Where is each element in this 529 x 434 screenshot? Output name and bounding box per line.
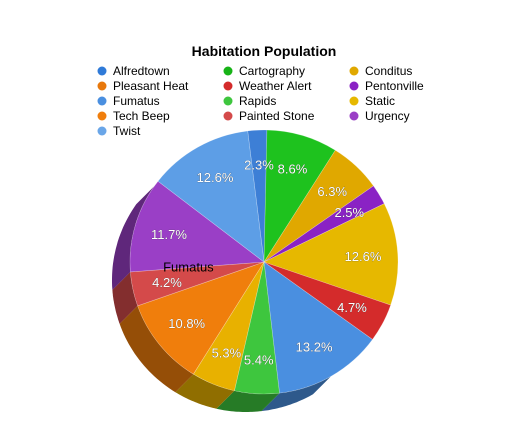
legend-item-rapids: Rapids xyxy=(223,94,276,108)
slice-label-painted-stone: 5.3% xyxy=(212,345,242,360)
legend-swatch xyxy=(223,81,233,91)
legend-label: Tech Beep xyxy=(113,109,170,123)
legend-swatch xyxy=(223,66,233,76)
legend-swatch xyxy=(223,111,233,121)
slice-label-conditus: 6.3% xyxy=(317,184,347,199)
legend-label: Pentonville xyxy=(365,79,424,93)
legend-label: Conditus xyxy=(365,64,412,78)
slice-rapids xyxy=(130,261,265,307)
legend-swatch xyxy=(97,66,107,76)
slice-label-alfredtown: 2.3% xyxy=(244,157,274,172)
legend-swatch xyxy=(97,81,107,91)
legend-label: Static xyxy=(365,94,395,108)
slice-label-pleasant-heat: 12.6% xyxy=(197,170,234,185)
legend-item-pentonville: Pentonville xyxy=(349,79,424,93)
legend-swatch xyxy=(223,96,233,106)
legend-item-tech-beep: Tech Beep xyxy=(97,109,170,123)
legend-swatch xyxy=(349,111,359,121)
legend-swatch xyxy=(349,81,359,91)
legend-swatch xyxy=(97,126,107,136)
legend-label: Cartography xyxy=(239,64,305,78)
slice-side-urgency xyxy=(261,376,331,412)
slice-side-fumatus xyxy=(112,186,155,290)
slice-label-tech-beep: 10.8% xyxy=(168,316,205,331)
legend-label: Rapids xyxy=(239,94,276,108)
slice-painted-stone xyxy=(192,261,265,392)
slice-side-rapids xyxy=(112,271,138,324)
slice-label-weather-alert: 4.7% xyxy=(337,300,367,315)
slice-static xyxy=(263,203,399,306)
legend-label: Fumatus xyxy=(113,94,160,108)
legend-item-weather-alert: Weather Alert xyxy=(223,79,312,93)
slice-label-static: 12.6% xyxy=(345,249,382,264)
legend-item-static: Static xyxy=(349,94,395,108)
slice-label-urgency: 13.2% xyxy=(296,339,333,354)
legend-label: Weather Alert xyxy=(239,79,312,93)
chart-title: Habitation Population xyxy=(192,43,337,59)
slice-pleasant-heat xyxy=(157,130,265,263)
slice-label-pentonville: 2.5% xyxy=(334,205,364,220)
pie: 2.3% 8.6% 6.3% 2.5% 12.6% 4.7% 13.2% 5.4%5.3% 10… xyxy=(112,129,399,412)
legend-item-twist: Twist xyxy=(97,124,141,138)
slice-annotation: Fumatus xyxy=(163,260,214,275)
legend-swatch xyxy=(349,66,359,76)
slice-fumatus xyxy=(129,180,265,273)
slice-label-twist: 5.4% xyxy=(244,353,274,368)
slice-label-cartography: 8.6% xyxy=(278,161,308,176)
legend-item-painted-stone: Painted Stone xyxy=(223,109,315,123)
legend-swatch xyxy=(97,111,107,121)
slice-side-twist xyxy=(216,390,280,412)
slice-label-fumatus: 11.7% xyxy=(151,227,187,242)
legend-label: Urgency xyxy=(365,109,410,123)
legend-item-fumatus: Fumatus xyxy=(97,94,160,108)
legend-swatch xyxy=(97,96,107,106)
slice-tech-beep xyxy=(137,261,265,375)
slice-pentonville xyxy=(263,185,385,263)
slice-weather-alert xyxy=(263,261,392,340)
legend-item-alfredtown: Alfredtown xyxy=(97,64,170,78)
slice-side-painted-stone xyxy=(175,374,235,409)
slice-alfredtown xyxy=(247,129,268,263)
legend-item-cartography: Cartography xyxy=(223,64,305,78)
legend-item-urgency: Urgency xyxy=(349,109,410,123)
slice-cartography xyxy=(263,129,336,264)
legend-item-pleasant-heat: Pleasant Heat xyxy=(97,79,189,93)
slice-twist xyxy=(234,261,280,395)
legend-swatch xyxy=(349,96,359,106)
legend-label: Twist xyxy=(113,124,141,138)
legend-label: Pleasant Heat xyxy=(113,79,189,93)
slice-urgency xyxy=(263,261,373,394)
slice-conditus xyxy=(263,149,374,263)
pie-side xyxy=(112,186,331,412)
legend-item-conditus: Conditus xyxy=(349,64,412,78)
legend-label: Painted Stone xyxy=(239,109,315,123)
slice-side-tech-beep xyxy=(119,305,194,393)
legend-label: Alfredtown xyxy=(113,64,170,78)
slice-label-rapids: 4.2% xyxy=(152,275,182,290)
